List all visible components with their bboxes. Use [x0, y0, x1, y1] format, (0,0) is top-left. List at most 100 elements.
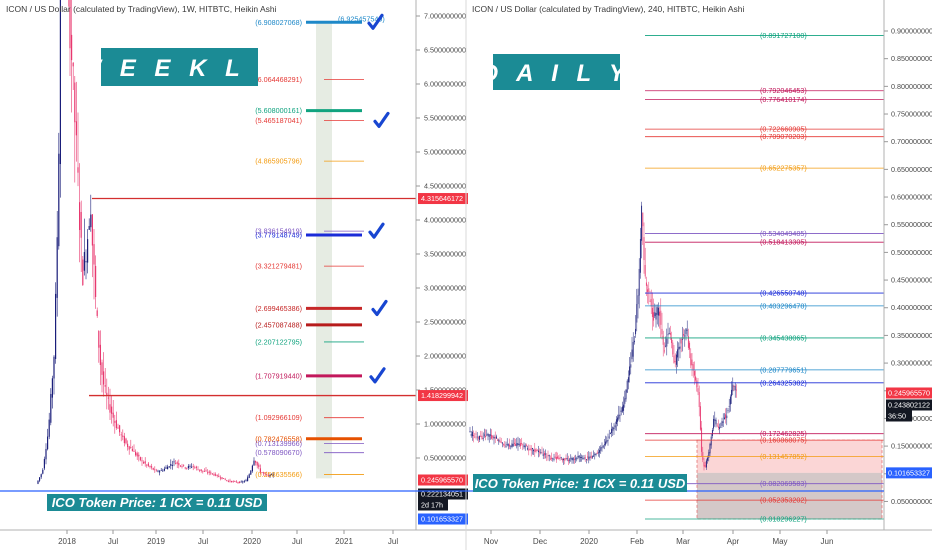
weekly-candle-body [143, 462, 145, 464]
weekly-candle-body [128, 446, 130, 450]
daily-fib-label: (0.052353202) [760, 496, 807, 505]
daily-price-tag [886, 387, 932, 399]
weekly-candle-body [99, 344, 101, 365]
weekly-candle-body [263, 472, 265, 474]
weekly-candle-body [147, 463, 149, 466]
weekly-candle-body [151, 466, 153, 468]
daily-candle-body [617, 417, 619, 422]
daily-y-tick-label: 0.700000000 [891, 137, 932, 146]
daily-candle-body [523, 445, 525, 448]
daily-candle-body [602, 445, 604, 448]
weekly-fib-label: (0.782476558) [255, 434, 302, 443]
daily-candle-body [543, 452, 545, 456]
weekly-candle-body [93, 244, 95, 265]
daily-candle-body [666, 338, 668, 347]
daily-candle-body [529, 448, 531, 450]
daily-candle-body [633, 340, 635, 343]
weekly-candle-body [133, 450, 135, 452]
weekly-candle-body [192, 465, 194, 467]
weekly-candle-body [200, 469, 202, 471]
weekly-candle-body [74, 82, 76, 123]
weekly-candle-body [96, 310, 98, 316]
weekly-price-tag [418, 513, 468, 525]
weekly-fib-label: (1.707919440) [255, 371, 302, 380]
daily-candle-body [708, 452, 710, 458]
daily-candle-body [612, 427, 614, 431]
weekly-price-tag-text: 1.418299942 [421, 391, 463, 400]
daily-price-tag-text: 0.245965570 [888, 388, 930, 397]
daily-candle-body [573, 458, 575, 460]
daily-candle-body [665, 345, 667, 347]
daily-y-tick-label: 0.650000000 [891, 165, 932, 174]
daily-candle-body [593, 455, 595, 457]
daily-candle-body [683, 334, 685, 336]
weekly-fib-label: (3.321279481) [255, 262, 302, 271]
weekly-fib-label: (6.908027068) [255, 18, 302, 27]
weekly-price-tag [418, 390, 468, 402]
weekly-candle-body [173, 461, 175, 463]
daily-candle-body [647, 289, 649, 292]
daily-candle-body [684, 335, 686, 337]
daily-candle-body [534, 448, 536, 452]
daily-candle-body [655, 313, 657, 320]
weekly-candle-body [119, 425, 121, 433]
daily-candle-body [506, 443, 508, 446]
daily-candles [469, 201, 737, 471]
weekly-projection-band [316, 20, 332, 479]
daily-candle-body [528, 449, 530, 451]
weekly-candle-body [37, 480, 39, 484]
daily-candle-body [492, 435, 494, 438]
daily-candle-body [693, 371, 695, 376]
daily-fib-label: (0.652275357) [760, 164, 807, 173]
daily-candle-body [500, 441, 502, 443]
daily-candle-body [553, 458, 555, 460]
daily-candle-body [677, 349, 679, 358]
daily-candle-body [488, 434, 490, 437]
weekly-candle-body [77, 167, 79, 173]
daily-fib-label: (0.518413305) [760, 238, 807, 247]
daily-candle-body [659, 311, 661, 316]
weekly-x-axis: 2018 Jul 2019 Jul 2020 Jul 2021 Jul [58, 530, 398, 546]
weekly-candle-body [123, 436, 125, 444]
daily-candle-body [483, 434, 485, 436]
daily-candle-body [699, 406, 701, 430]
weekly-candle-body [42, 469, 44, 474]
daily-candle-body [561, 458, 563, 461]
weekly-candle-body [165, 467, 167, 469]
weekly-candle-body [211, 473, 213, 475]
daily-candle-body [575, 458, 577, 460]
weekly-candle-body [223, 478, 225, 479]
daily-candle-body [469, 431, 471, 432]
weekly-fib-label: (1.092966109) [255, 413, 302, 422]
weekly-candle-body [208, 471, 210, 473]
daily-fib-label: (0.534049485) [760, 229, 807, 238]
daily-candle-body [653, 312, 655, 321]
weekly-candle-body [242, 481, 244, 483]
daily-candle-body [650, 299, 652, 307]
daily-candle-body [577, 456, 579, 458]
daily-candle-body [513, 442, 515, 444]
daily-candle-body [495, 436, 497, 439]
daily-candle-body [475, 433, 477, 435]
weekly-y-tick-label: 2.500000000 [424, 318, 466, 327]
weekly-candle-body [51, 378, 53, 398]
weekly-y-axis: 7.000000000 6.500000000 6.000000000 5.50000… [416, 12, 466, 463]
weekly-candle-body [168, 466, 170, 468]
weekly-candle-body [269, 474, 271, 477]
daily-candle-body [630, 364, 632, 368]
daily-candle-body [605, 441, 607, 445]
weekly-candle-body [199, 469, 201, 471]
daily-fib-label: (0.776410174) [760, 95, 807, 104]
daily-candle-body [613, 427, 615, 430]
daily-fib-label: (0.082069583) [760, 479, 807, 488]
daily-candle-body [669, 333, 671, 335]
daily-candle-body [471, 431, 473, 437]
daily-candle-body [486, 434, 488, 436]
weekly-candle-body [50, 393, 52, 423]
daily-candle-body [540, 452, 542, 453]
weekly-candle-body [237, 482, 239, 483]
daily-candle-body [726, 415, 728, 419]
weekly-price-tag [418, 193, 468, 205]
weekly-fib-label: (6.064468291) [255, 75, 302, 84]
daily-candle-body [567, 459, 569, 462]
